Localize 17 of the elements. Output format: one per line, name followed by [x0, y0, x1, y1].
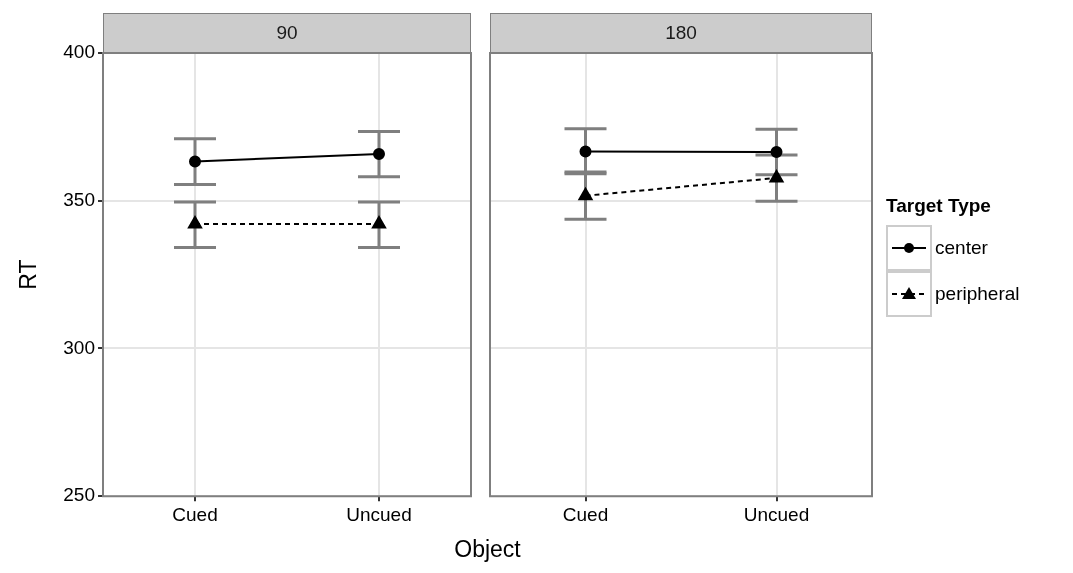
chart-title: 180 [490, 13, 872, 53]
x-tick-label: Cued [172, 503, 218, 525]
x-axis-title: Object [454, 536, 521, 563]
point [579, 145, 592, 158]
point [770, 145, 783, 158]
x-tick-label: Cued [562, 503, 609, 525]
x-tick-label: Uncued [346, 503, 412, 525]
x-tick-label: Uncued [743, 503, 810, 525]
legend-label: center [935, 237, 988, 259]
y-tick-label: 400 [63, 41, 95, 63]
legend-title: Target Type [886, 195, 992, 217]
chart-title: 90 [103, 13, 471, 53]
y-tick-label: 300 [63, 336, 95, 358]
legend-label: peripheral [935, 283, 1020, 305]
y-axis-title: RT [14, 259, 42, 290]
y-tick-label: 350 [63, 188, 95, 210]
y-tick-label: 250 [63, 484, 95, 506]
